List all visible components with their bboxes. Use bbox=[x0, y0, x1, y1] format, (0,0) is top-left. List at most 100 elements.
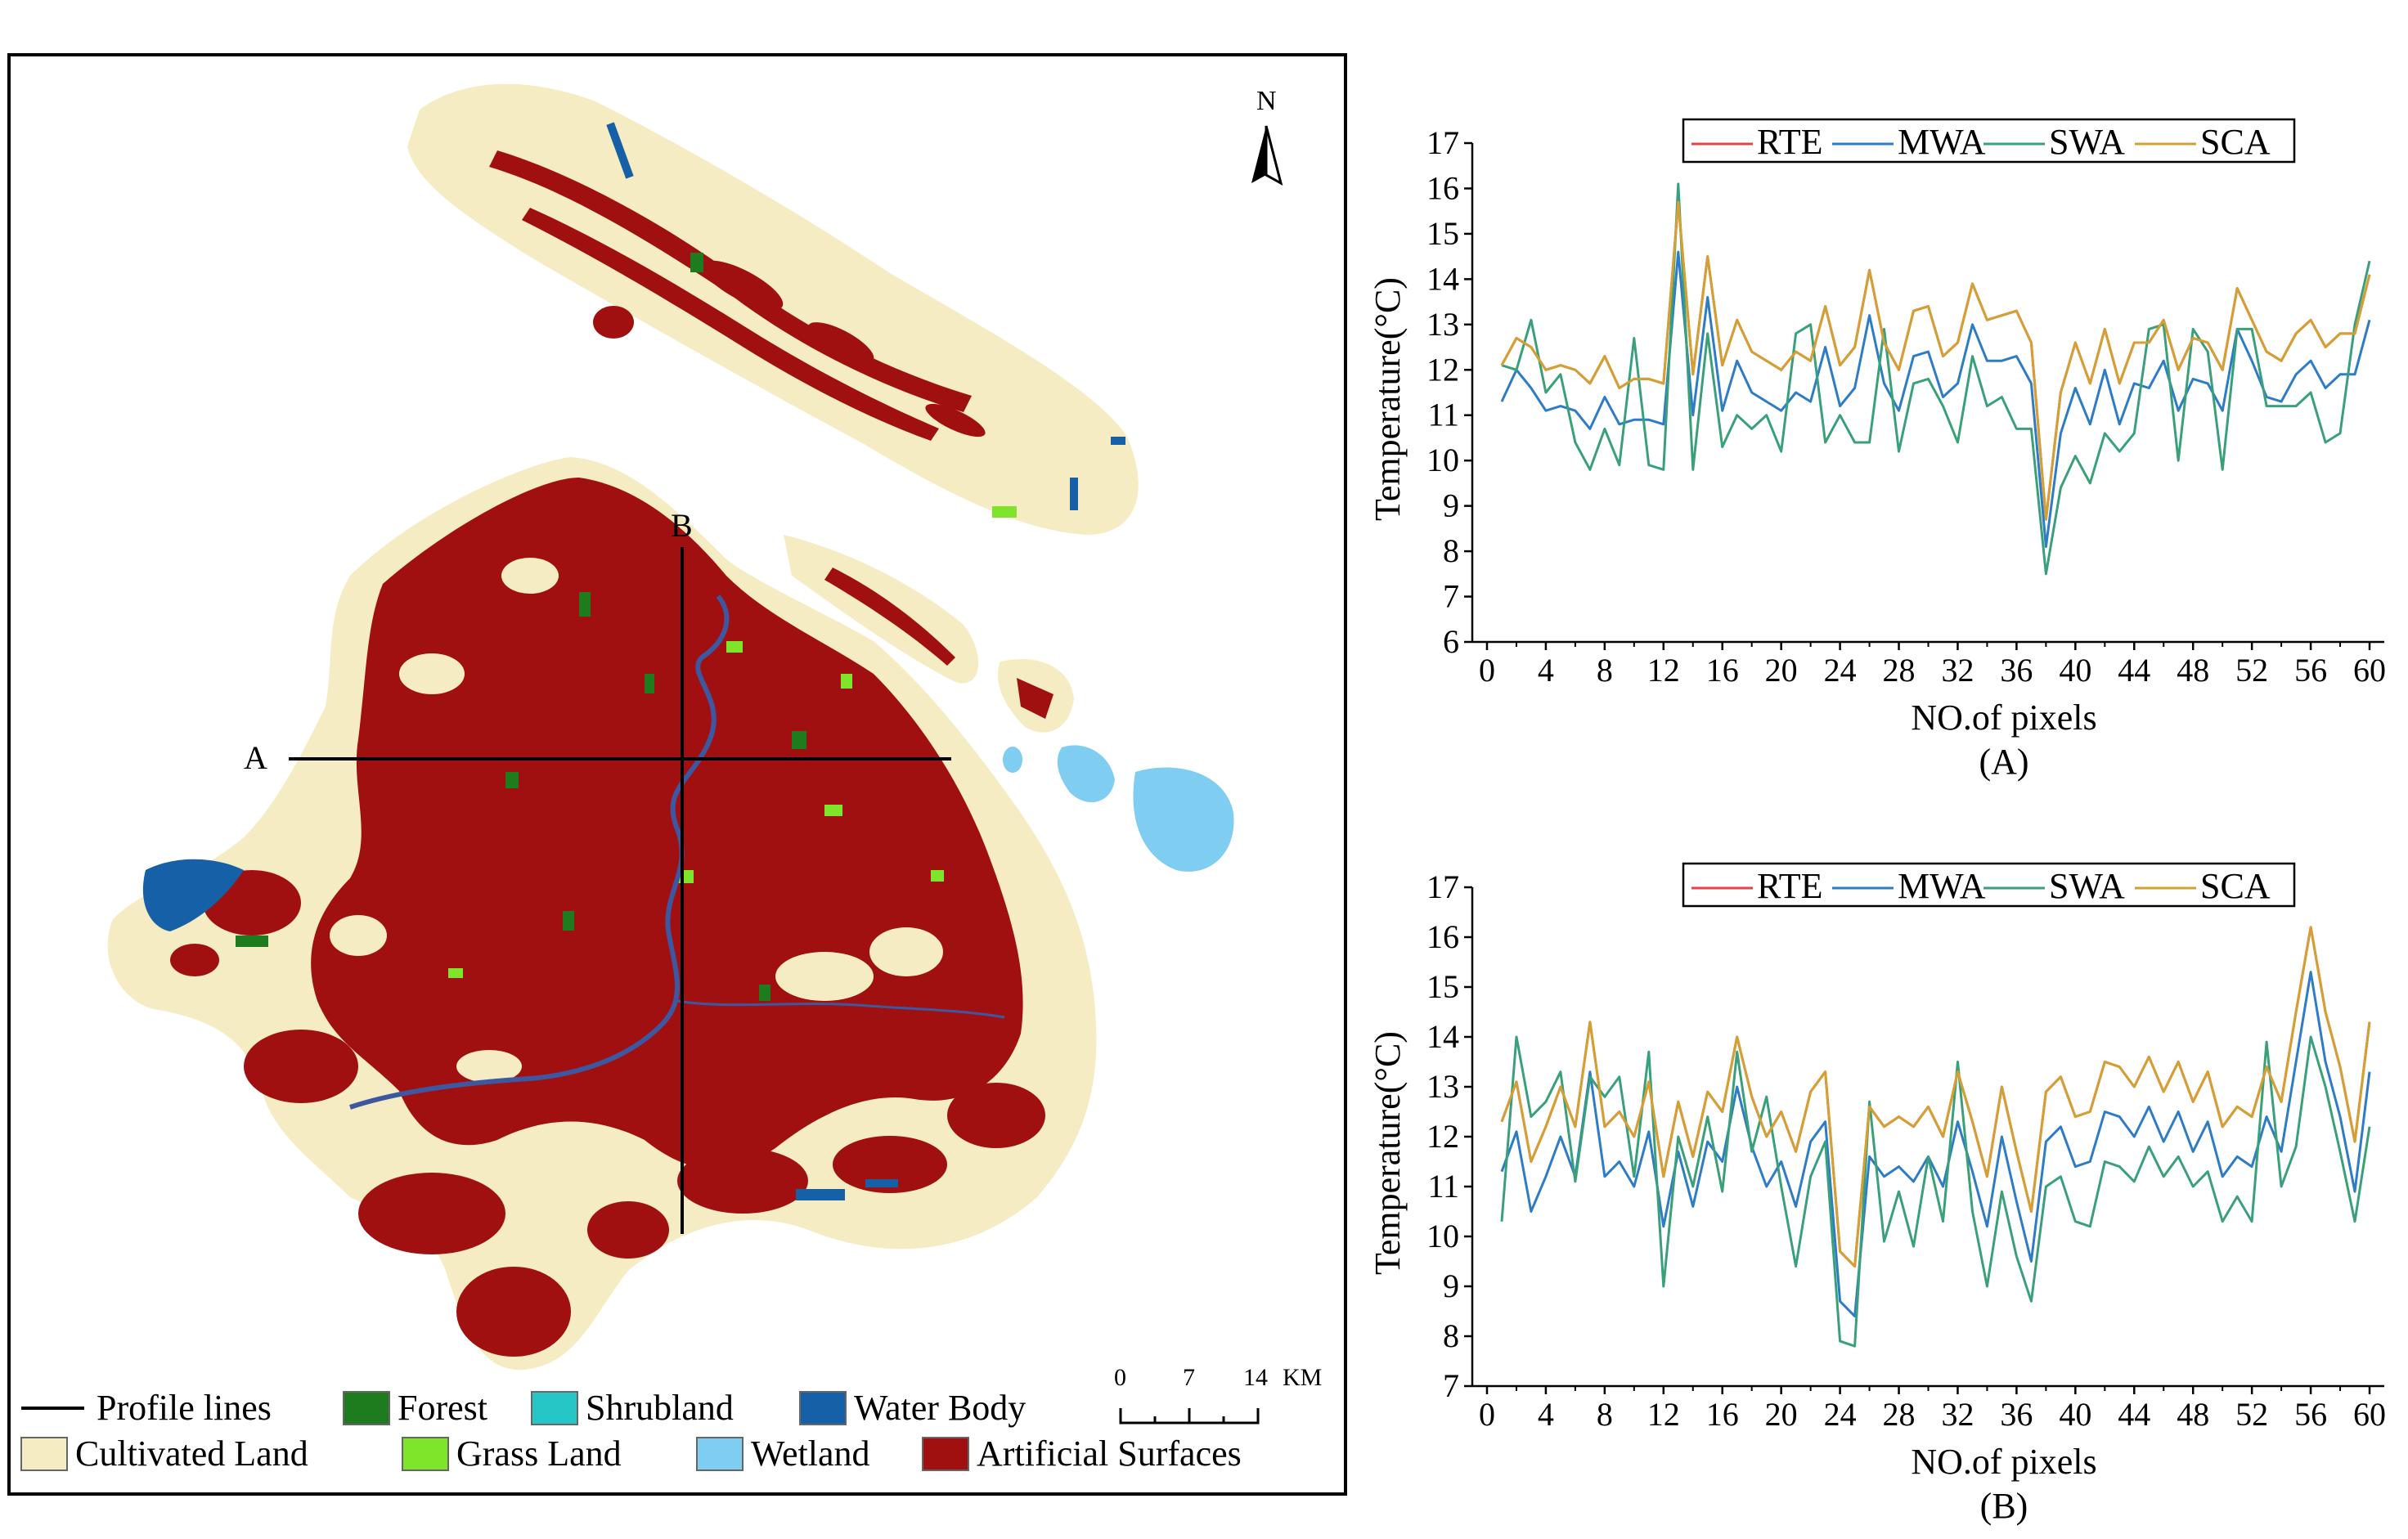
scale-unit: KM bbox=[1283, 1364, 1322, 1391]
southern-canal bbox=[676, 999, 1005, 1019]
chart-a-series-line-swa bbox=[1501, 182, 2371, 576]
chart-a-caption: (A) bbox=[1979, 742, 2028, 782]
legend-label-artificial-surfaces: Artificial Surfaces bbox=[977, 1434, 1242, 1474]
chart-a-x-tick-label: 12 bbox=[1647, 652, 1680, 689]
chongming-green bbox=[690, 253, 1017, 518]
chart-a-x-tick-label: 52 bbox=[2235, 652, 2268, 689]
chart-a-y-tick-label: 12 bbox=[1426, 351, 1459, 388]
chart-a-series-line-sca bbox=[1500, 200, 2371, 521]
legend-label-forest: Forest bbox=[398, 1388, 487, 1428]
legend-label-profile-lines: Profile lines bbox=[97, 1388, 272, 1428]
legend-swatch-forest bbox=[343, 1391, 390, 1425]
chart-a-legend-label-swa: SWA bbox=[2049, 122, 2125, 162]
chart-b-y-tick-label: 15 bbox=[1426, 968, 1459, 1005]
chart-a-y-tick-label: 14 bbox=[1426, 260, 1459, 297]
chart-b-x-tick-label: 60 bbox=[2353, 1396, 2386, 1433]
chart-a-y-axis-label: Temperature(°C) bbox=[1368, 277, 1408, 521]
chart-a-x-tick-label: 44 bbox=[2118, 652, 2150, 689]
chart-b-y-tick-label: 9 bbox=[1443, 1268, 1459, 1304]
chart-a-x-tick-label: 4 bbox=[1538, 652, 1554, 689]
mainland-vegetation bbox=[236, 592, 944, 1001]
chart-a-legend-label-rte: RTE bbox=[1757, 122, 1822, 162]
chart-a-legend-label-sca: SCA bbox=[2200, 122, 2271, 162]
legend-swatch-grass-land bbox=[402, 1437, 449, 1471]
chart-b-legend-box bbox=[1682, 862, 2296, 908]
chart-b-series-line-rte bbox=[1500, 926, 2371, 1268]
chart-b-x-tick-label: 36 bbox=[2000, 1396, 2033, 1433]
legend-label-wetland: Wetland bbox=[751, 1434, 870, 1474]
chart-a-x-tick-label: 48 bbox=[2177, 652, 2209, 689]
chart-b-legend: RTE MWA SWA SCA bbox=[1682, 862, 2296, 908]
chart-b-x-tick-label: 16 bbox=[1706, 1396, 1739, 1433]
wetland-shoals bbox=[1003, 745, 1234, 872]
chart-b-y-tick-label: 7 bbox=[1443, 1367, 1459, 1404]
chart-b-x-tick-label: 24 bbox=[1824, 1396, 1857, 1433]
legend-label-cultivated-land: Cultivated Land bbox=[75, 1434, 308, 1474]
chongming-water bbox=[606, 122, 1125, 510]
chart-b-x-tick-label: 8 bbox=[1597, 1396, 1613, 1433]
chart-a-y-tick-label: 17 bbox=[1426, 124, 1459, 161]
chart-b-x-tick-label: 44 bbox=[2118, 1396, 2150, 1433]
chart-a-y-tick-label: 8 bbox=[1443, 532, 1459, 569]
scale-tick-14: 14 bbox=[1243, 1364, 1268, 1391]
chart-a-x-tick-label: 56 bbox=[2294, 652, 2327, 689]
chart-a-x-tick-label: 36 bbox=[2000, 652, 2033, 689]
profile-label-a: A bbox=[244, 739, 267, 776]
chart-b-y-tick-label: 16 bbox=[1426, 918, 1459, 955]
chart-b-x-tick-label: 40 bbox=[2059, 1396, 2091, 1433]
hengsha-built bbox=[1017, 678, 1054, 719]
chart-b-x-tick-label: 0 bbox=[1479, 1396, 1495, 1433]
chart-a-x-tick-label: 16 bbox=[1706, 652, 1739, 689]
legend-swatch-cultivated-land bbox=[20, 1437, 68, 1471]
chart-a-legend-label-mwa: MWA bbox=[1898, 122, 1986, 162]
chart-a-y-tick-label: 15 bbox=[1426, 215, 1459, 252]
north-label: N bbox=[1256, 86, 1277, 116]
chart-a-x-tick-label: 28 bbox=[1883, 652, 1916, 689]
chart-a-x-axis-label: NO.of pixels bbox=[1911, 698, 2096, 738]
chart-a-y-tick-label: 16 bbox=[1426, 169, 1459, 206]
legend-swatch-water-body bbox=[799, 1391, 847, 1425]
chart-b-x-tick-label: 52 bbox=[2235, 1396, 2268, 1433]
chart-b-y-tick-label: 11 bbox=[1427, 1168, 1459, 1205]
chart-b-y-axis-label: Temperature(°C) bbox=[1368, 1031, 1408, 1275]
chart-a-x-tick-label: 0 bbox=[1479, 652, 1495, 689]
chart-b-caption: (B) bbox=[1980, 1486, 2028, 1526]
chart-b-series-line-sca bbox=[1500, 926, 2371, 1268]
profile-label-b: B bbox=[671, 507, 693, 544]
chart-b-x-tick-label: 48 bbox=[2177, 1396, 2209, 1433]
chart-a-legend: RTE MWA SWA SCA bbox=[1682, 118, 2296, 164]
chart-b-series-line-swa bbox=[1500, 1035, 2371, 1348]
chart-b-x-tick-label: 56 bbox=[2294, 1396, 2327, 1433]
legend-label-shrubland: Shrubland bbox=[586, 1388, 734, 1428]
chart-b-y-tick-label: 10 bbox=[1426, 1218, 1459, 1254]
chart-a-series-line-mwa bbox=[1500, 250, 2371, 548]
mainland-open-patches bbox=[330, 558, 943, 1083]
map-legend: Profile lines Forest Shrubland Water Bod… bbox=[20, 1388, 1242, 1474]
scale-tick-7: 7 bbox=[1183, 1364, 1195, 1391]
chart-b-legend-label-rte: RTE bbox=[1757, 866, 1822, 906]
chart-b-x-tick-label: 20 bbox=[1765, 1396, 1798, 1433]
chart-a-x-tick-label: 8 bbox=[1597, 652, 1613, 689]
chart-b-legend-label-mwa: MWA bbox=[1898, 866, 1986, 906]
legend-label-grass-land: Grass Land bbox=[456, 1434, 622, 1474]
chart-b-x-tick-label: 12 bbox=[1647, 1396, 1680, 1433]
chart-a-x-tick-label: 60 bbox=[2353, 652, 2386, 689]
chart-a-y-tick-label: 7 bbox=[1443, 578, 1459, 615]
scale-tick-0: 0 bbox=[1114, 1364, 1126, 1391]
legend-swatch-artificial-surfaces bbox=[922, 1437, 969, 1471]
chart-a-x-tick-label: 32 bbox=[1941, 652, 1974, 689]
chongming-built-areas bbox=[489, 150, 986, 441]
chart-a-y-tick-label: 6 bbox=[1443, 623, 1459, 660]
chart-a-x-tick-label: 20 bbox=[1765, 652, 1798, 689]
scale-bar: 0 7 14 KM bbox=[1114, 1364, 1322, 1425]
chart-b-legend-label-sca: SCA bbox=[2200, 866, 2271, 906]
legend-label-water-body: Water Body bbox=[854, 1388, 1026, 1428]
legend-swatch-shrubland bbox=[531, 1391, 578, 1425]
coastal-water bbox=[796, 1179, 898, 1200]
chart-b-x-axis-label: NO.of pixels bbox=[1911, 1442, 2096, 1482]
huangpu-river bbox=[349, 595, 730, 1110]
chart-a-x-tick-label: 40 bbox=[2059, 652, 2091, 689]
